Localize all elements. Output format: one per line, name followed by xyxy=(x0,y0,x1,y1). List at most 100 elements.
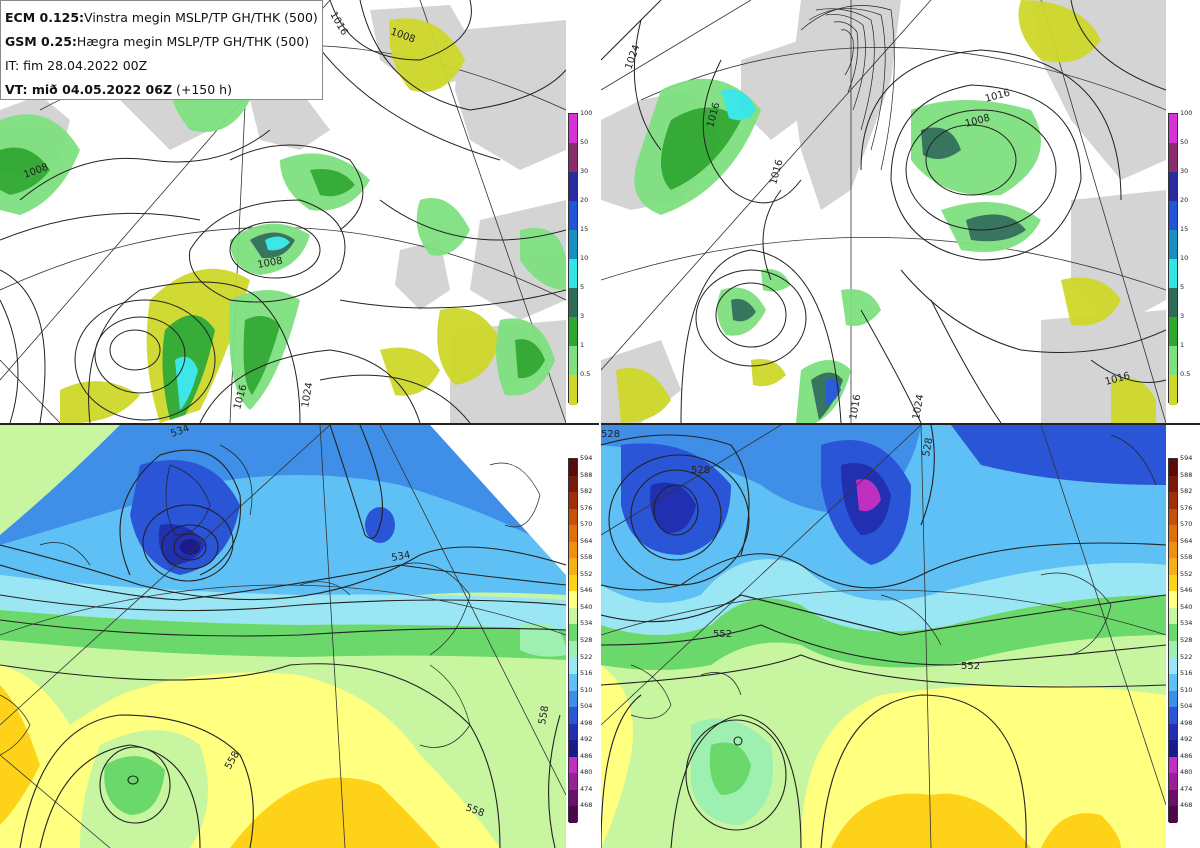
colorbar-segment xyxy=(569,230,577,260)
colorbar-segment xyxy=(569,346,577,376)
colorbar-strip xyxy=(1168,458,1178,824)
colorbar-segment xyxy=(569,641,577,659)
colorbar-tick-label: 100 xyxy=(580,109,593,117)
colorbar-segment xyxy=(1169,558,1177,576)
colorbar-tick-label: 576 xyxy=(1180,503,1193,512)
colorbar-segment xyxy=(1169,574,1177,592)
colorbar-segment xyxy=(1169,172,1177,202)
colorbar-tick-label: 504 xyxy=(1180,702,1193,711)
colorbar-segment xyxy=(1169,641,1177,659)
colorbar-tick-label: 0.5 xyxy=(580,370,591,378)
info-line-ecm: ECM 0.125:Vinstra megin MSLP/TP GH/THK (… xyxy=(5,10,318,25)
gsm-precip-colorbar: 100 50 30 20 15 10 5 3 1 0.5 xyxy=(1168,109,1200,405)
colorbar-segment xyxy=(1169,230,1177,260)
colorbar-segment xyxy=(1169,508,1177,526)
ecm-thk-svg: 534 534 558 558 558 xyxy=(0,425,566,848)
colorbar-segment xyxy=(1169,674,1177,692)
info-line-initial-time: IT: fim 28.04.2022 00Z xyxy=(5,58,148,73)
colorbar-tick-label: 1 xyxy=(580,341,585,349)
colorbar-segment xyxy=(569,674,577,692)
colorbar-segment xyxy=(569,789,577,807)
colorbar-segment xyxy=(569,288,577,318)
colorbar-segment xyxy=(1169,756,1177,774)
colorbar-segment xyxy=(1169,541,1177,559)
colorbar-tick-label: 5 xyxy=(1180,283,1185,291)
colorbar-segment xyxy=(569,259,577,289)
colorbar-tick-label: 30 xyxy=(1180,167,1189,175)
colorbar-tick-label: 588 xyxy=(580,470,593,479)
colorbar-tick-label: 15 xyxy=(1180,225,1189,233)
colorbar-segment xyxy=(569,690,577,708)
isobar-label: 1008 xyxy=(257,256,284,271)
colorbar-tick-label: 594 xyxy=(580,454,593,462)
colorbar-tick-label: 486 xyxy=(580,751,593,760)
info-line-gsm: GSM 0.25:Hægra megin MSLP/TP GH/THK (500… xyxy=(5,34,310,49)
colorbar-tick-label: 480 xyxy=(580,768,593,777)
gsm-thickness-colorbar: 594 588 582 576 570 564 558 552 546 540 534 528 522 5… xyxy=(1168,454,1200,826)
colorbar-segment xyxy=(569,591,577,609)
colorbar-tick-label: 582 xyxy=(1180,487,1193,496)
thickness-label: 528 xyxy=(601,429,620,440)
colorbar-tick-label: 100 xyxy=(1180,109,1193,117)
colorbar-segment xyxy=(1169,492,1177,510)
colorbar-tick-label: 510 xyxy=(1180,685,1193,694)
colorbar-segment xyxy=(569,525,577,543)
colorbar-segment xyxy=(569,607,577,625)
colorbar-tick-label: 3 xyxy=(580,312,585,320)
colorbar-segment xyxy=(569,806,577,824)
colorbar-segment xyxy=(1169,459,1177,477)
colorbar-segment xyxy=(1169,591,1177,609)
colorbar-tick-label: 3 xyxy=(1180,312,1185,320)
colorbar-segment xyxy=(1169,201,1177,231)
colorbar-tick-label: 576 xyxy=(580,503,593,512)
forecast-info-box: ECM 0.125:Vinstra megin MSLP/TP GH/THK (… xyxy=(0,0,323,100)
colorbar-segment xyxy=(569,558,577,576)
colorbar-segment xyxy=(569,143,577,173)
colorbar-tick-label: 15 xyxy=(580,225,589,233)
colorbar-segment xyxy=(1169,114,1177,144)
isobar-label: 1016 xyxy=(984,88,1011,105)
colorbar-tick-label: 516 xyxy=(580,669,593,678)
colorbar-strip xyxy=(1168,113,1178,405)
colorbar-tick-label: 10 xyxy=(1180,254,1189,262)
colorbar-segment xyxy=(569,492,577,510)
colorbar-tick-label: 1 xyxy=(1180,341,1185,349)
colorbar-segment xyxy=(1169,375,1177,405)
colorbar-segment xyxy=(1169,690,1177,708)
colorbar-tick-label: 516 xyxy=(1180,669,1193,678)
colorbar-tick-label: 534 xyxy=(1180,619,1193,628)
colorbar-tick-label: 528 xyxy=(1180,636,1193,644)
thickness-label: 528 xyxy=(921,437,935,458)
isobar-label: 1024 xyxy=(911,394,926,421)
colorbar-strip xyxy=(568,113,578,405)
ecm-precip-colorbar: 100 50 30 20 15 10 5 3 1 0.5 xyxy=(568,109,598,405)
colorbar-segment xyxy=(1169,657,1177,675)
colorbar-segment xyxy=(569,723,577,741)
colorbar-tick-label: 0.5 xyxy=(1180,370,1191,378)
colorbar-segment xyxy=(1169,475,1177,493)
colorbar-tick-label: 510 xyxy=(580,685,593,694)
info-line-valid-time: VT: mið 04.05.2022 06Z (+150 h) xyxy=(5,82,232,97)
isobar-label: 1016 xyxy=(768,158,785,185)
colorbar-segment xyxy=(569,756,577,774)
colorbar-tick-label: 474 xyxy=(1180,784,1193,793)
colorbar-segment xyxy=(569,375,577,405)
thickness-label: 534 xyxy=(391,550,412,564)
colorbar-tick-label: 480 xyxy=(1180,768,1193,777)
colorbar-segment xyxy=(1169,707,1177,725)
colorbar-tick-label: 528 xyxy=(580,636,593,644)
colorbar-tick-label: 540 xyxy=(580,602,593,611)
colorbar-segment xyxy=(1169,789,1177,807)
colorbar-tick-label: 564 xyxy=(1180,536,1193,545)
colorbar-tick-label: 20 xyxy=(580,196,589,204)
colorbar-tick-label: 552 xyxy=(580,569,593,578)
colorbar-tick-label: 498 xyxy=(580,718,593,727)
colorbar-tick-label: 594 xyxy=(1180,454,1193,462)
colorbar-segment xyxy=(1169,740,1177,758)
colorbar-tick-label: 582 xyxy=(580,487,593,496)
gsm-mslp-svg: 1024 1016 1016 1016 1008 1016 1024 1016 xyxy=(601,0,1166,423)
colorbar-segment xyxy=(569,707,577,725)
colorbar-segment xyxy=(1169,607,1177,625)
gsm-mslp-precip-map: 1024 1016 1016 1016 1008 1016 1024 1016 xyxy=(601,0,1166,423)
colorbar-tick-label: 486 xyxy=(1180,751,1193,760)
